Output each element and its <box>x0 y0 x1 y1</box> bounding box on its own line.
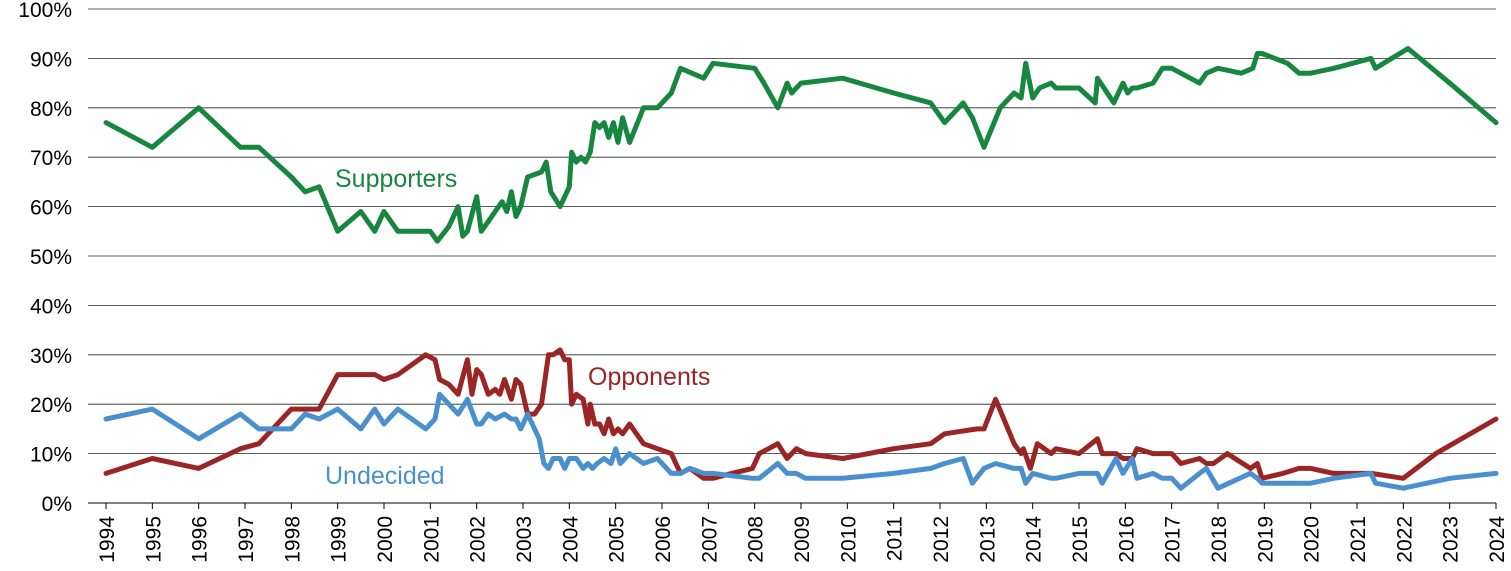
x-tick-label: 2017 <box>1162 516 1185 563</box>
x-tick-label: 2012 <box>930 516 953 563</box>
y-tick-label: 40% <box>30 295 72 318</box>
x-tick-label: 2008 <box>745 516 768 563</box>
x-tick-label: 2005 <box>606 516 629 563</box>
x-tick-label: 2004 <box>559 516 582 563</box>
x-tick-label: 2023 <box>1440 516 1463 563</box>
x-tick-label: 2001 <box>420 516 443 563</box>
grid-layer <box>88 8 1496 455</box>
series-line-opponents <box>103 347 1499 481</box>
x-tick-label: 2007 <box>698 516 721 563</box>
y-tick-label: 80% <box>30 98 72 121</box>
x-tick-label: 2014 <box>1023 516 1046 563</box>
y-tick-label: 30% <box>30 345 72 368</box>
x-tick-label: 2009 <box>791 516 814 563</box>
x-tick-label: 1996 <box>189 516 212 563</box>
x-tick-label: 1997 <box>235 516 258 563</box>
series-label-opponents: Opponents <box>588 363 710 391</box>
x-tick-label: 2013 <box>976 516 999 563</box>
x-tick-label: 2006 <box>652 516 675 563</box>
series-label-layer: Supporters Opponents Undecided <box>325 165 710 490</box>
series-line-supporters <box>103 46 1499 244</box>
x-tick-label: 2010 <box>837 516 860 563</box>
axis-layer <box>88 502 1497 509</box>
x-tick-label: 1995 <box>142 516 165 563</box>
series-label-supporters: Supporters <box>335 165 457 193</box>
x-axis-tick-labels: 1994 1995 1996 1997 1998 1999 2000 2001 2002 2003… <box>96 516 1509 563</box>
x-tick-label: 2000 <box>374 516 397 563</box>
y-tick-label: 50% <box>30 246 72 269</box>
x-tick-label: 1994 <box>96 516 119 563</box>
x-tick-label: 2018 <box>1208 516 1231 563</box>
y-tick-label: 0% <box>42 493 72 516</box>
y-axis-tick-labels: 0% 10% 20% 30% 40% 50% 60% 70% 80% 90% 100% <box>18 0 72 516</box>
x-tick-label: 2016 <box>1115 516 1138 563</box>
y-tick-label: 20% <box>30 394 72 417</box>
x-tick-label: 2019 <box>1254 516 1277 563</box>
x-tick-label: 1999 <box>328 516 351 563</box>
x-tick-label: 2015 <box>1069 516 1092 563</box>
series-label-undecided: Undecided <box>325 462 445 490</box>
y-tick-label: 60% <box>30 197 72 220</box>
x-tick-label: 2011 <box>884 516 907 561</box>
y-tick-label: 10% <box>30 444 72 467</box>
x-tick-label: 2024 <box>1486 516 1509 563</box>
x-tick-label: 2021 <box>1347 516 1370 563</box>
series-line-undecided <box>103 391 1499 491</box>
x-tick-label: 2003 <box>513 516 536 563</box>
y-tick-label: 90% <box>30 48 72 71</box>
y-tick-label: 100% <box>18 0 72 22</box>
x-tick-label: 2020 <box>1301 516 1324 563</box>
x-tick-label: 2002 <box>467 516 490 563</box>
series-layer <box>103 46 1499 491</box>
y-tick-label: 70% <box>30 147 72 170</box>
x-tick-label: 1998 <box>281 516 304 563</box>
x-tick-label: 2022 <box>1393 516 1416 563</box>
